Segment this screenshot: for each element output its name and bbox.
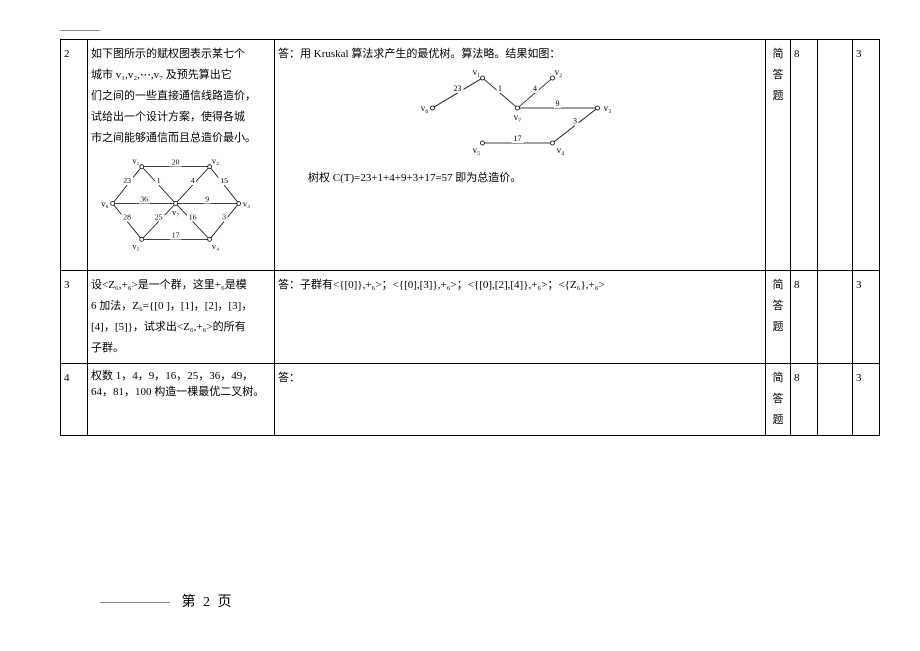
score-cell: 8 [791,40,818,271]
svg-text:1: 1 [498,84,502,93]
svg-text:25: 25 [155,213,163,222]
table-row: 4 权数 1，4，9，16，25，36，49， 64，81，100 构造一棵最优… [61,363,880,435]
svg-text:3: 3 [222,213,226,222]
header-rule [60,30,100,31]
row-number: 2 [61,40,88,271]
svg-text:v₆: v₆ [421,103,429,113]
type-cell: 简答题 [766,363,791,435]
svg-text:v₅: v₅ [132,242,139,252]
question-text: 如下图所示的赋权图表示某七个 城市 v₁,v₂,⋯,v₇ 及预先算出它 们之间的… [91,44,271,148]
svg-text:23: 23 [454,84,462,93]
svg-text:3: 3 [573,116,577,125]
last-cell: 3 [853,271,880,364]
svg-text:16: 16 [189,213,197,222]
answer-conclusion: 树权 C(T)=23+1+4+9+3+17=57 即为总造价。 [308,168,762,189]
question-cell: 权数 1，4，9，16，25，36，49， 64，81，100 构造一棵最优二叉… [88,363,275,435]
svg-text:17: 17 [172,231,180,240]
question-graph: 20 15 3 17 28 23 1 4 9 16 25 36 v₁ v₂ v₃ v₄ v₅ v₆ v₇ [91,148,271,266]
svg-text:v₆: v₆ [101,199,108,209]
blank-cell [818,40,853,271]
svg-text:20: 20 [172,158,180,167]
question-cell: 设<Z₆,+₆>是一个群，这里+₆是模 6 加法，Z₆={[0 ]，[1]，[2… [88,271,275,364]
svg-text:17: 17 [514,134,522,143]
question-cell: 如下图所示的赋权图表示某七个 城市 v₁,v₂,⋯,v₇ 及预先算出它 们之间的… [88,40,275,271]
svg-text:v₇: v₇ [514,112,522,122]
svg-text:28: 28 [123,213,131,222]
type-cell: 简答题 [766,40,791,271]
svg-text:9: 9 [205,195,209,204]
score-cell: 8 [791,363,818,435]
page-number: 第 2 页 [182,595,234,610]
type-cell: 简答题 [766,271,791,364]
mst-graph-icon: 23 1 4 9 3 17 v₁ v₂ v₆ v₇ v₃ v₅ v₄ [410,65,630,160]
answer-cell: 答： [275,363,766,435]
svg-text:4: 4 [191,177,195,186]
answer-intro: 答：用 Kruskal 算法求产生的最优树。算法略。结果如图： [278,44,762,65]
score-cell: 8 [791,271,818,364]
answer-cell: 答：子群有<{[0]},+₆>；<{[0],[3]},+₆>；<{[0],[2]… [275,271,766,364]
svg-text:v₄: v₄ [212,242,219,252]
table-row: 3 设<Z₆,+₆>是一个群，这里+₆是模 6 加法，Z₆={[0 ]，[1]，… [61,271,880,364]
svg-text:1: 1 [157,177,161,186]
svg-text:4: 4 [533,84,537,93]
svg-text:15: 15 [220,177,228,186]
blank-cell [818,271,853,364]
svg-text:v₁: v₁ [473,67,481,77]
table-row: 2 如下图所示的赋权图表示某七个 城市 v₁,v₂,⋯,v₇ 及预先算出它 们之… [61,40,880,271]
row-number: 3 [61,271,88,364]
weighted-graph-icon: 20 15 3 17 28 23 1 4 9 16 25 36 v₁ v₂ v₃ v₄ v₅ v₆ v₇ [101,148,261,258]
blank-cell [818,363,853,435]
svg-text:v₁: v₁ [132,156,139,166]
questions-table: 2 如下图所示的赋权图表示某七个 城市 v₁,v₂,⋯,v₇ 及预先算出它 们之… [60,39,880,436]
svg-text:36: 36 [140,195,148,204]
page-footer: 第 2 页 [100,591,234,611]
answer-graph: 23 1 4 9 3 17 v₁ v₂ v₆ v₇ v₃ v₅ v₄ [278,65,762,168]
row-number: 4 [61,363,88,435]
svg-text:9: 9 [556,99,560,108]
svg-text:v₅: v₅ [473,145,481,155]
svg-text:v₄: v₄ [557,145,565,155]
svg-text:v₂: v₂ [555,67,563,77]
footer-rule [100,602,170,603]
last-cell: 3 [853,363,880,435]
last-cell: 3 [853,40,880,271]
svg-text:v₇: v₇ [172,208,179,218]
svg-text:23: 23 [123,177,131,186]
answer-cell: 答：用 Kruskal 算法求产生的最优树。算法略。结果如图： 23 1 4 9 3 17… [275,40,766,271]
svg-text:v₃: v₃ [604,103,612,113]
svg-text:v₂: v₂ [212,156,219,166]
svg-text:v₃: v₃ [243,199,250,209]
